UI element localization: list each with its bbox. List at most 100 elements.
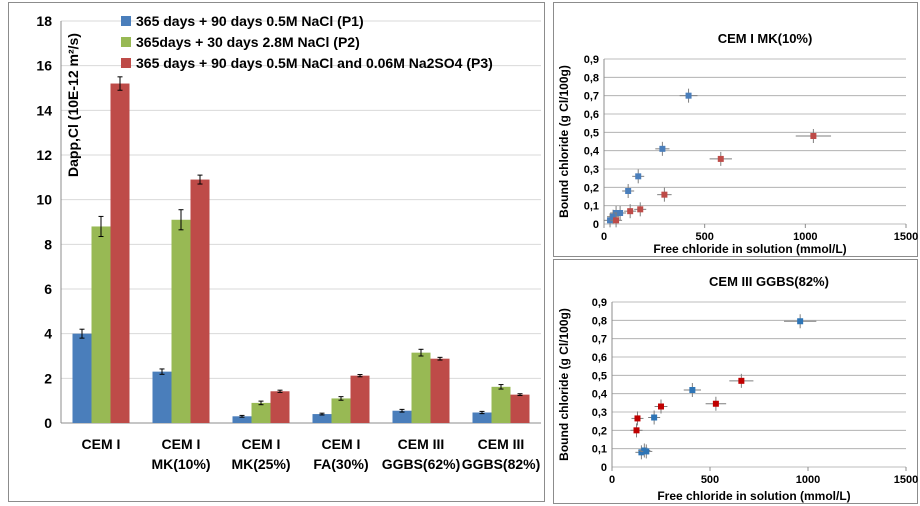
- bar-s3-2: [270, 391, 290, 423]
- y-tick-label-8: 0,8: [592, 315, 607, 327]
- point-s2-1: [634, 415, 641, 422]
- y-axis-title: Bound chloride (g Cl/100g): [557, 308, 571, 461]
- y-tick-label-4: 0,4: [584, 146, 600, 158]
- y-tick-label-8: 0,8: [584, 72, 599, 84]
- bar-chart-panel: 0 2 4 6 8 10 12 14 16 18 CEM I CEM I MK(10%) CEM I MK(…: [8, 2, 545, 502]
- point-s1-4: [625, 188, 632, 194]
- x-tick-label-0: 0: [609, 474, 615, 486]
- scatter-title: CEM III GGBS(82%): [709, 274, 829, 289]
- bar-s2-4: [411, 352, 431, 423]
- bar-chart: 0 2 4 6 8 10 12 14 16 18 CEM I CEM I MK(10%) CEM I MK(…: [36, 13, 541, 472]
- legend-swatch-2: [121, 37, 131, 47]
- point-s2-0: [613, 217, 620, 224]
- legend-swatch-1: [121, 16, 131, 26]
- scatter-chart-panel-2: 0 0,1 0,2 0,3 0,4 0,5 0,6 0,7 0,8 0,9 0 500 1000 1500…: [553, 259, 918, 504]
- bar-s3-1: [190, 179, 210, 423]
- point-s2-2: [658, 403, 664, 410]
- point-s2-1: [627, 208, 634, 215]
- bar-s2-5: [491, 386, 511, 423]
- y-tick-label-3: 0,3: [584, 164, 599, 176]
- x-category-label-2-1: MK(25%): [231, 456, 290, 472]
- point-s1-4: [689, 387, 696, 393]
- y-tick-label-3: 0,3: [592, 407, 607, 419]
- scatter-chart-panel-1: 0 0,1 0,2 0,3 0,4 0,5 0,6 0,7 0,8 0,9 0 500 1000 1500…: [553, 2, 918, 257]
- x-tick-label-1: 500: [701, 474, 719, 486]
- x-category-label-5-1: GGBS(82%): [462, 456, 541, 472]
- x-category-label-2-0: CEM I: [242, 436, 281, 452]
- point-s2-4: [717, 155, 724, 162]
- y-tick-label-5: 0,5: [584, 127, 599, 139]
- y-tick-label-4: 0,4: [592, 389, 608, 401]
- point-s1-3: [617, 210, 624, 216]
- point-s1-2: [643, 448, 650, 455]
- y-tick-label-0: 0: [593, 219, 599, 231]
- y-tick-label-5: 0,5: [592, 370, 607, 382]
- point-s1-5: [797, 318, 804, 325]
- x-category-label-3-1: FA(30%): [313, 456, 368, 472]
- x-category-label-1-1: MK(10%): [151, 456, 210, 472]
- point-s2-0: [633, 427, 640, 434]
- bar-s2-0: [91, 226, 111, 423]
- point-s1-5: [635, 173, 642, 180]
- bar-s1-3: [312, 414, 332, 423]
- legend-label-3: 365 days + 90 days 0.5M NaCl and 0.06M N…: [136, 55, 493, 71]
- bar-s3-3: [350, 375, 370, 423]
- y-tick-label-0: 0: [44, 415, 52, 431]
- scatter-chart-2: 0 0,1 0,2 0,3 0,4 0,5 0,6 0,7 0,8 0,9 0 500 1000 1500…: [557, 274, 918, 503]
- y-tick-label-3: 6: [44, 281, 52, 297]
- point-s1-3: [651, 414, 658, 421]
- x-tick-label-2: 1000: [793, 231, 817, 243]
- x-category-label-4-0: CEM III: [398, 436, 445, 452]
- y-tick-label-8: 16: [36, 58, 52, 74]
- y-tick-label-9: 18: [36, 13, 52, 29]
- y-tick-label-7: 0,7: [592, 334, 607, 346]
- y-tick-label-5: 10: [36, 192, 52, 208]
- y-tick-label-0: 0: [601, 462, 607, 474]
- x-tick-label-0: 0: [601, 231, 607, 243]
- bar-s1-2: [232, 416, 252, 423]
- point-s1-0: [607, 217, 614, 224]
- y-tick-label-7: 0,7: [584, 91, 599, 103]
- x-tick-label-3: 1500: [894, 231, 918, 243]
- y-tick-label-9: 0,9: [584, 54, 599, 66]
- legend-label-1: 365 days + 90 days 0.5M NaCl (P1): [136, 13, 364, 29]
- point-s2-4: [738, 377, 745, 384]
- bar-s1-0: [72, 333, 92, 423]
- x-category-label-4-1: GGBS(62%): [382, 456, 461, 472]
- point-s2-3: [712, 400, 719, 407]
- y-tick-label-9: 0,9: [592, 297, 607, 309]
- y-axis-title: Dapp,Cl (10E-12 m²/s): [65, 33, 81, 177]
- bar-s1-5: [472, 412, 492, 423]
- y-tick-label-1: 2: [44, 370, 52, 386]
- y-tick-label-4: 8: [44, 236, 52, 252]
- y-tick-label-6: 0,6: [592, 352, 607, 364]
- point-s2-2: [637, 206, 644, 213]
- y-tick-label-1: 0,1: [584, 201, 599, 213]
- bar-s1-4: [392, 410, 412, 423]
- scatter-title: CEM I MK(10%): [718, 31, 813, 46]
- x-axis-title: Free chloride in solution (mmol/L): [657, 489, 850, 503]
- y-tick-label-6: 0,6: [584, 109, 599, 121]
- y-tick-label-6: 12: [36, 147, 52, 163]
- y-tick-label-2: 4: [44, 326, 52, 342]
- legend-label-2: 365days + 30 days 2.8M NaCl (P2): [136, 34, 360, 50]
- y-tick-label-2: 0,2: [592, 425, 607, 437]
- y-tick-label-1: 0,1: [592, 444, 607, 456]
- bar-s3-0: [110, 83, 130, 424]
- x-axis-title: Free chloride in solution (mmol/L): [653, 242, 846, 256]
- point-s1-7: [685, 92, 692, 99]
- bar-s3-5: [510, 394, 530, 423]
- y-tick-label-7: 14: [36, 102, 52, 118]
- x-category-label-5-0: CEM III: [478, 436, 525, 452]
- point-s1-1: [610, 213, 617, 220]
- bar-s2-2: [251, 402, 271, 423]
- x-tick-label-3: 1500: [894, 474, 918, 486]
- point-s1-6: [659, 145, 666, 152]
- point-s2-3: [661, 191, 668, 198]
- y-axis-title: Bound chloride (g Cl/100g): [557, 65, 571, 218]
- x-category-label-3-0: CEM I: [322, 436, 361, 452]
- y-tick-label-2: 0,2: [584, 182, 599, 194]
- x-category-label-0-0: CEM I: [82, 436, 121, 452]
- bar-s1-1: [152, 371, 172, 423]
- legend-swatch-3: [121, 58, 131, 68]
